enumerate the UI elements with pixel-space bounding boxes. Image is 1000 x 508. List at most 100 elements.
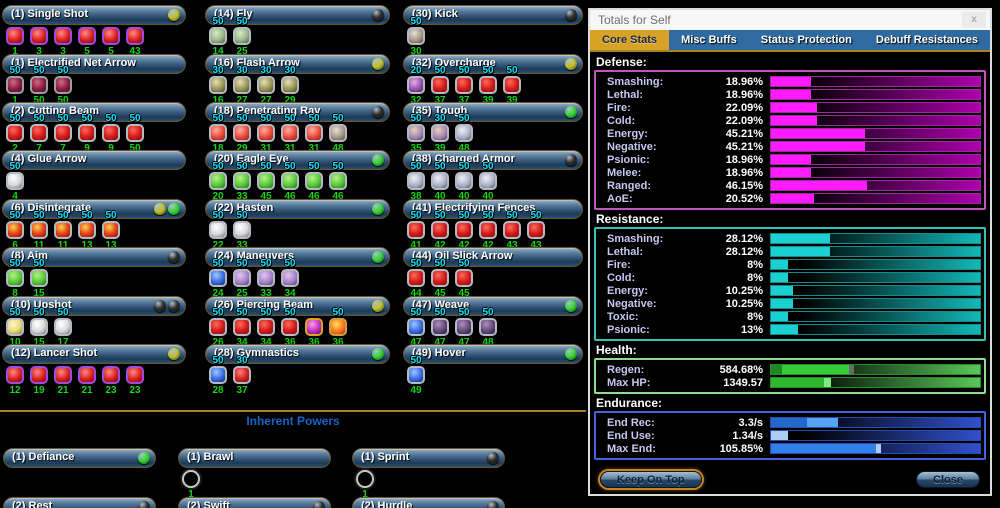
enhancement-slot[interactable]: 12 xyxy=(4,356,26,396)
enhancement-slot[interactable]: 50 17 xyxy=(52,308,74,348)
power-bar[interactable]: (1) Brawl xyxy=(178,448,331,468)
enhancement-slot[interactable]: 50 45 xyxy=(255,162,277,202)
enhancement-slot[interactable]: 50 34 xyxy=(231,308,253,348)
power-bar[interactable]: (35) Tough xyxy=(403,102,583,122)
enhancement-slot[interactable]: 50 42 xyxy=(453,211,475,251)
tab-core-stats[interactable]: Core Stats xyxy=(590,30,670,50)
enhancement-slot[interactable]: 50 37 xyxy=(429,66,451,106)
power-bar[interactable]: (1) Electrified Net Arrow xyxy=(2,54,186,74)
enhancement-slot[interactable]: 50 47 xyxy=(429,308,451,348)
enhancement-slot[interactable]: 50 43 xyxy=(525,211,547,251)
enhancement-slot[interactable]: 50 47 xyxy=(405,308,427,348)
enhancement-slot[interactable]: 30 37 xyxy=(231,356,253,396)
enhancement-slot[interactable]: 50 42 xyxy=(477,211,499,251)
enhancement-slot[interactable]: 20 32 xyxy=(405,66,427,106)
enhancement-slot[interactable]: 50 50 xyxy=(52,66,74,106)
power-bar[interactable]: (1) Sprint xyxy=(352,448,505,468)
tab-misc-buffs[interactable]: Misc Buffs xyxy=(681,34,737,46)
power-bar[interactable]: (2) Swift xyxy=(178,497,331,508)
power-bar[interactable]: (6) Disintegrate xyxy=(2,199,186,219)
enhancement-slot[interactable]: 50 48 xyxy=(327,114,349,154)
enhancement-slot[interactable]: 50 25 xyxy=(231,259,253,299)
enhancement-slot[interactable]: 50 50 xyxy=(124,114,146,154)
totals-titlebar[interactable]: Totals for Self x xyxy=(590,10,990,30)
power-bar[interactable]: (1) Single Shot xyxy=(2,5,186,25)
enhancement-slot[interactable]: 50 46 xyxy=(327,162,349,202)
enhancement-slot[interactable]: 43 xyxy=(124,17,146,57)
enhancement-slot[interactable]: 50 43 xyxy=(501,211,523,251)
power-bar[interactable]: (20) Eagle Eye xyxy=(205,150,390,170)
enhancement-slot[interactable]: 50 1 xyxy=(4,66,26,106)
enhancement-slot[interactable]: 30 27 xyxy=(255,66,277,106)
enhancement-slot[interactable]: 50 47 xyxy=(453,308,475,348)
power-bar[interactable]: (49) Hover xyxy=(403,344,583,364)
enhancement-slot[interactable]: 50 7 xyxy=(28,114,50,154)
enhancement-slot[interactable]: 19 xyxy=(28,356,50,396)
enhancement-slot[interactable]: 1 xyxy=(354,460,376,500)
enhancement-slot[interactable]: 50 14 xyxy=(207,17,229,57)
enhancement-slot[interactable]: 21 xyxy=(76,356,98,396)
power-bar[interactable]: (1) Defiance xyxy=(3,448,156,468)
power-bar[interactable]: (44) Oil Slick Arrow xyxy=(403,247,583,267)
enhancement-slot[interactable]: 50 34 xyxy=(279,259,301,299)
enhancement-slot[interactable]: 50 18 xyxy=(207,114,229,154)
enhancement-slot[interactable]: 50 45 xyxy=(429,259,451,299)
enhancement-slot[interactable]: 50 13 xyxy=(76,211,98,251)
enhancement-slot[interactable]: 50 44 xyxy=(405,259,427,299)
power-bar[interactable]: (24) Maneuvers xyxy=(205,247,390,267)
enhancement-slot[interactable]: 3 xyxy=(52,17,74,57)
power-bar[interactable]: (26) Piercing Beam xyxy=(205,296,390,316)
power-bar[interactable]: (10) Upshot xyxy=(2,296,186,316)
enhancement-slot[interactable]: 50 33 xyxy=(231,211,253,251)
enhancement-slot[interactable]: 50 31 xyxy=(303,114,325,154)
enhancement-slot[interactable]: 50 11 xyxy=(52,211,74,251)
enhancement-slot[interactable]: 50 15 xyxy=(28,259,50,299)
enhancement-slot[interactable]: 50 33 xyxy=(255,259,277,299)
enhancement-slot[interactable]: 50 26 xyxy=(207,308,229,348)
tab-status-protection[interactable]: Status Protection xyxy=(760,34,852,46)
enhancement-slot[interactable]: 50 8 xyxy=(4,259,26,299)
power-bar[interactable]: (14) Fly xyxy=(205,5,390,25)
power-bar[interactable]: (2) Rest xyxy=(3,497,156,508)
enhancement-slot[interactable]: 30 29 xyxy=(279,66,301,106)
enhancement-slot[interactable]: 50 28 xyxy=(207,356,229,396)
enhancement-slot[interactable]: 50 4 xyxy=(4,162,26,202)
enhancement-slot[interactable]: 50 38 xyxy=(405,162,427,202)
enhancement-slot[interactable]: 30 27 xyxy=(231,66,253,106)
enhancement-slot[interactable]: 50 24 xyxy=(207,259,229,299)
power-bar[interactable]: (38) Charged Armor xyxy=(403,150,583,170)
enhancement-slot[interactable]: 50 39 xyxy=(501,66,523,106)
enhancement-slot[interactable]: 23 xyxy=(100,356,122,396)
enhancement-slot[interactable]: 50 48 xyxy=(453,114,475,154)
enhancement-slot[interactable]: 50 20 xyxy=(207,162,229,202)
enhancement-slot[interactable]: 50 49 xyxy=(405,356,427,396)
enhancement-slot[interactable]: 3 xyxy=(28,17,50,57)
enhancement-slot[interactable]: 50 15 xyxy=(28,308,50,348)
enhancement-slot[interactable]: 50 9 xyxy=(100,114,122,154)
enhancement-slot[interactable]: 50 36 xyxy=(279,308,301,348)
enhancement-slot[interactable]: 50 33 xyxy=(231,162,253,202)
enhancement-slot[interactable]: 50 42 xyxy=(429,211,451,251)
window-close-icon[interactable]: x xyxy=(962,12,986,28)
enhancement-slot[interactable]: 50 36 xyxy=(327,308,349,348)
enhancement-slot[interactable]: 50 9 xyxy=(76,114,98,154)
power-bar[interactable]: (2) Hurdle xyxy=(352,497,505,508)
enhancement-slot[interactable]: 50 41 xyxy=(405,211,427,251)
enhancement-slot[interactable]: 5 xyxy=(100,17,122,57)
enhancement-slot[interactable]: 30 39 xyxy=(429,114,451,154)
enhancement-slot[interactable]: 50 31 xyxy=(255,114,277,154)
power-bar[interactable]: (28) Gymnastics xyxy=(205,344,390,364)
enhancement-slot[interactable]: 1 xyxy=(180,460,202,500)
enhancement-slot[interactable]: 50 7 xyxy=(52,114,74,154)
enhancement-slot[interactable]: 1 xyxy=(4,17,26,57)
power-bar[interactable]: (47) Weave xyxy=(403,296,583,316)
enhancement-slot[interactable]: 50 25 xyxy=(231,17,253,57)
enhancement-slot[interactable]: 50 13 xyxy=(100,211,122,251)
power-bar[interactable]: (2) Cutting Beam xyxy=(2,102,186,122)
enhancement-slot[interactable]: 50 34 xyxy=(255,308,277,348)
enhancement-slot[interactable]: 50 35 xyxy=(405,114,427,154)
enhancement-slot[interactable]: 50 40 xyxy=(429,162,451,202)
power-bar[interactable]: (18) Penetrating Ray xyxy=(205,102,390,122)
enhancement-slot[interactable]: 50 30 xyxy=(405,17,427,57)
enhancement-slot[interactable]: 50 31 xyxy=(279,114,301,154)
